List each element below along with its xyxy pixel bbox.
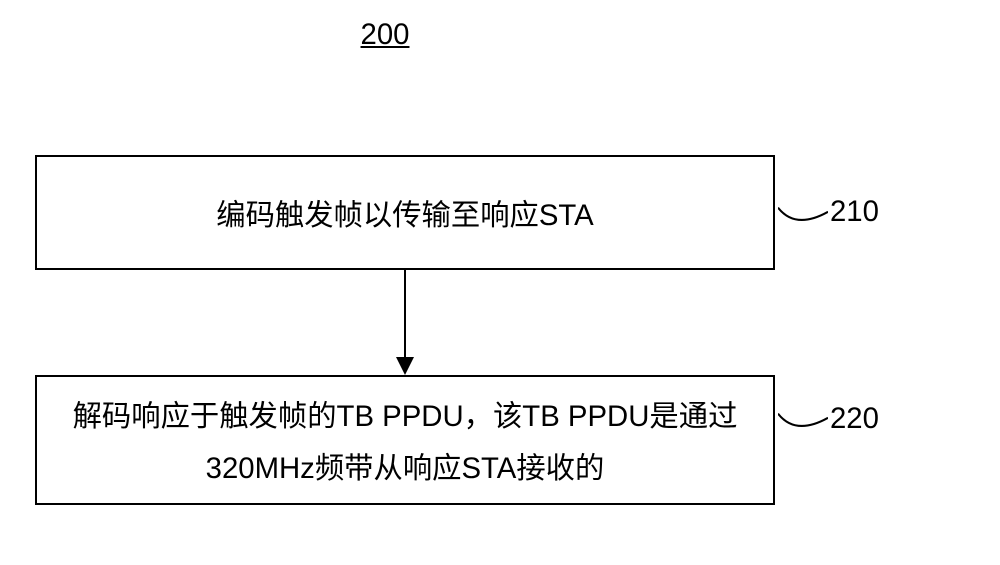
- step-label-220: 220: [830, 402, 879, 436]
- diagram-canvas: 200 编码触发帧以传输至响应STA 210 解码响应于触发帧的TB PPDU，…: [0, 0, 1000, 565]
- step-box-decode: 解码响应于触发帧的TB PPDU，该TB PPDU是通过 320MHz频带从响应…: [35, 375, 775, 505]
- step-label-210: 210: [830, 195, 879, 229]
- step-box-encode: 编码触发帧以传输至响应STA: [35, 155, 775, 270]
- callout-curve-icon: [778, 202, 828, 230]
- figure-number: 200: [355, 18, 415, 52]
- step-box-decode-text: 解码响应于触发帧的TB PPDU，该TB PPDU是通过 320MHz频带从响应…: [73, 393, 738, 487]
- callout-curve-icon: [778, 408, 828, 436]
- arrow-down-icon: [387, 270, 423, 375]
- step-box-decode-text-line1: 解码响应于触发帧的TB PPDU，该TB PPDU是通过: [73, 393, 738, 435]
- step-box-decode-text-line2: 320MHz频带从响应STA接收的: [73, 445, 738, 487]
- step-box-encode-text: 编码触发帧以传输至响应STA: [216, 192, 593, 234]
